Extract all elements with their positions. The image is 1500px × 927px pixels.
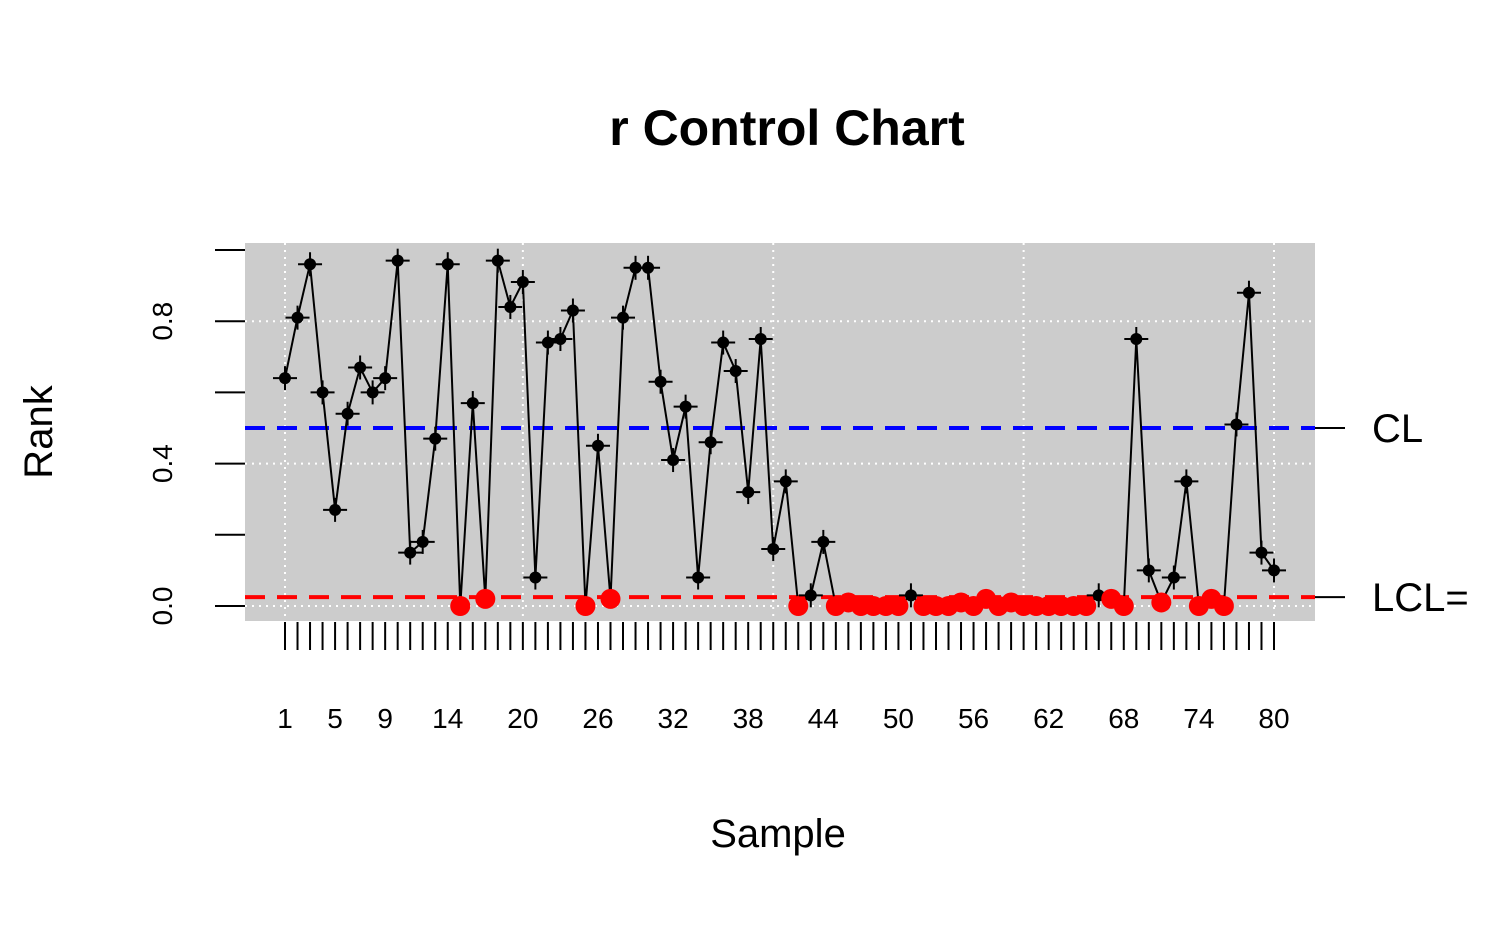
data-point [742, 486, 755, 499]
data-point [504, 300, 517, 313]
x-tick-label: 14 [432, 703, 463, 734]
plot-background [245, 243, 1315, 621]
data-point [804, 589, 817, 602]
x-axis-title: Sample [710, 812, 846, 856]
out-of-control-point [788, 596, 809, 616]
data-point [1242, 286, 1255, 299]
data-point [291, 311, 304, 324]
data-point [817, 535, 830, 548]
x-axis: 1 5 9 14 20 26 32 38 44 50 56 62 68 74 80 [277, 622, 1290, 734]
chart-title: r Control Chart [609, 100, 965, 156]
y-axis: 0.0 0.4 0.8 [147, 249, 245, 626]
data-point [416, 535, 429, 548]
data-point [279, 372, 291, 385]
data-point [441, 258, 454, 271]
data-point [629, 261, 642, 274]
reference-lines: CL LCL= [245, 407, 1469, 620]
data-point [554, 333, 567, 345]
data-point [617, 311, 630, 324]
data-series [273, 248, 1286, 616]
out-of-control-point [1076, 596, 1097, 616]
x-tick-label: 5 [327, 703, 343, 734]
data-point [429, 432, 442, 445]
data-point [354, 361, 367, 374]
data-point [717, 336, 730, 349]
data-point [1230, 418, 1243, 431]
data-point [491, 254, 504, 267]
out-of-control-point [475, 588, 496, 609]
data-point [654, 375, 667, 388]
x-tick-label: 80 [1258, 703, 1289, 734]
data-point [566, 304, 579, 317]
data-point [1142, 564, 1155, 577]
data-point [1255, 546, 1268, 559]
data-point [704, 436, 717, 449]
out-of-control-point [600, 588, 621, 609]
out-of-control-point [575, 596, 596, 616]
data-point [379, 372, 392, 385]
x-tick-label: 9 [377, 703, 393, 734]
data-point [404, 546, 417, 559]
data-point [642, 261, 655, 274]
data-point [316, 386, 329, 399]
data-point [692, 571, 705, 584]
data-point [767, 543, 780, 556]
x-tick-label: 20 [507, 703, 538, 734]
data-point [754, 333, 767, 345]
data-point [304, 258, 317, 271]
data-point [679, 400, 692, 413]
y-tick-label: 0.4 [147, 444, 178, 483]
data-point [529, 571, 542, 584]
data-point [366, 386, 379, 399]
data-point [516, 276, 529, 289]
data-point [466, 397, 479, 410]
x-tick-label: 74 [1183, 703, 1214, 734]
out-of-control-point [1213, 596, 1234, 616]
data-point [1167, 571, 1180, 584]
data-point [729, 365, 742, 378]
data-point [1180, 475, 1193, 488]
x-tick-label: 1 [277, 703, 293, 734]
data-point [1130, 333, 1143, 345]
out-of-control-point [1113, 596, 1134, 616]
out-of-control-point [1151, 592, 1172, 613]
x-tick-label: 50 [883, 703, 914, 734]
y-tick-label: 0.8 [147, 302, 178, 341]
data-point [341, 407, 354, 420]
x-tick-label: 26 [582, 703, 613, 734]
x-tick-label: 56 [958, 703, 989, 734]
data-point [591, 439, 604, 452]
out-of-control-point [888, 596, 909, 616]
x-tick-label: 68 [1108, 703, 1139, 734]
data-point [904, 589, 917, 602]
data-point [779, 475, 792, 488]
data-point [1268, 564, 1280, 577]
data-point [329, 503, 342, 516]
y-axis-title: Rank [17, 384, 61, 478]
data-point [667, 454, 680, 467]
ref-label-0: CL [1372, 407, 1423, 451]
x-tick-label: 38 [733, 703, 764, 734]
ref-label-1: LCL= [1372, 576, 1469, 620]
x-tick-label: 62 [1033, 703, 1064, 734]
x-tick-label: 44 [808, 703, 839, 734]
data-point [391, 254, 404, 267]
x-tick-label: 32 [658, 703, 689, 734]
out-of-control-point [450, 596, 471, 616]
y-tick-label: 0.0 [147, 587, 178, 626]
